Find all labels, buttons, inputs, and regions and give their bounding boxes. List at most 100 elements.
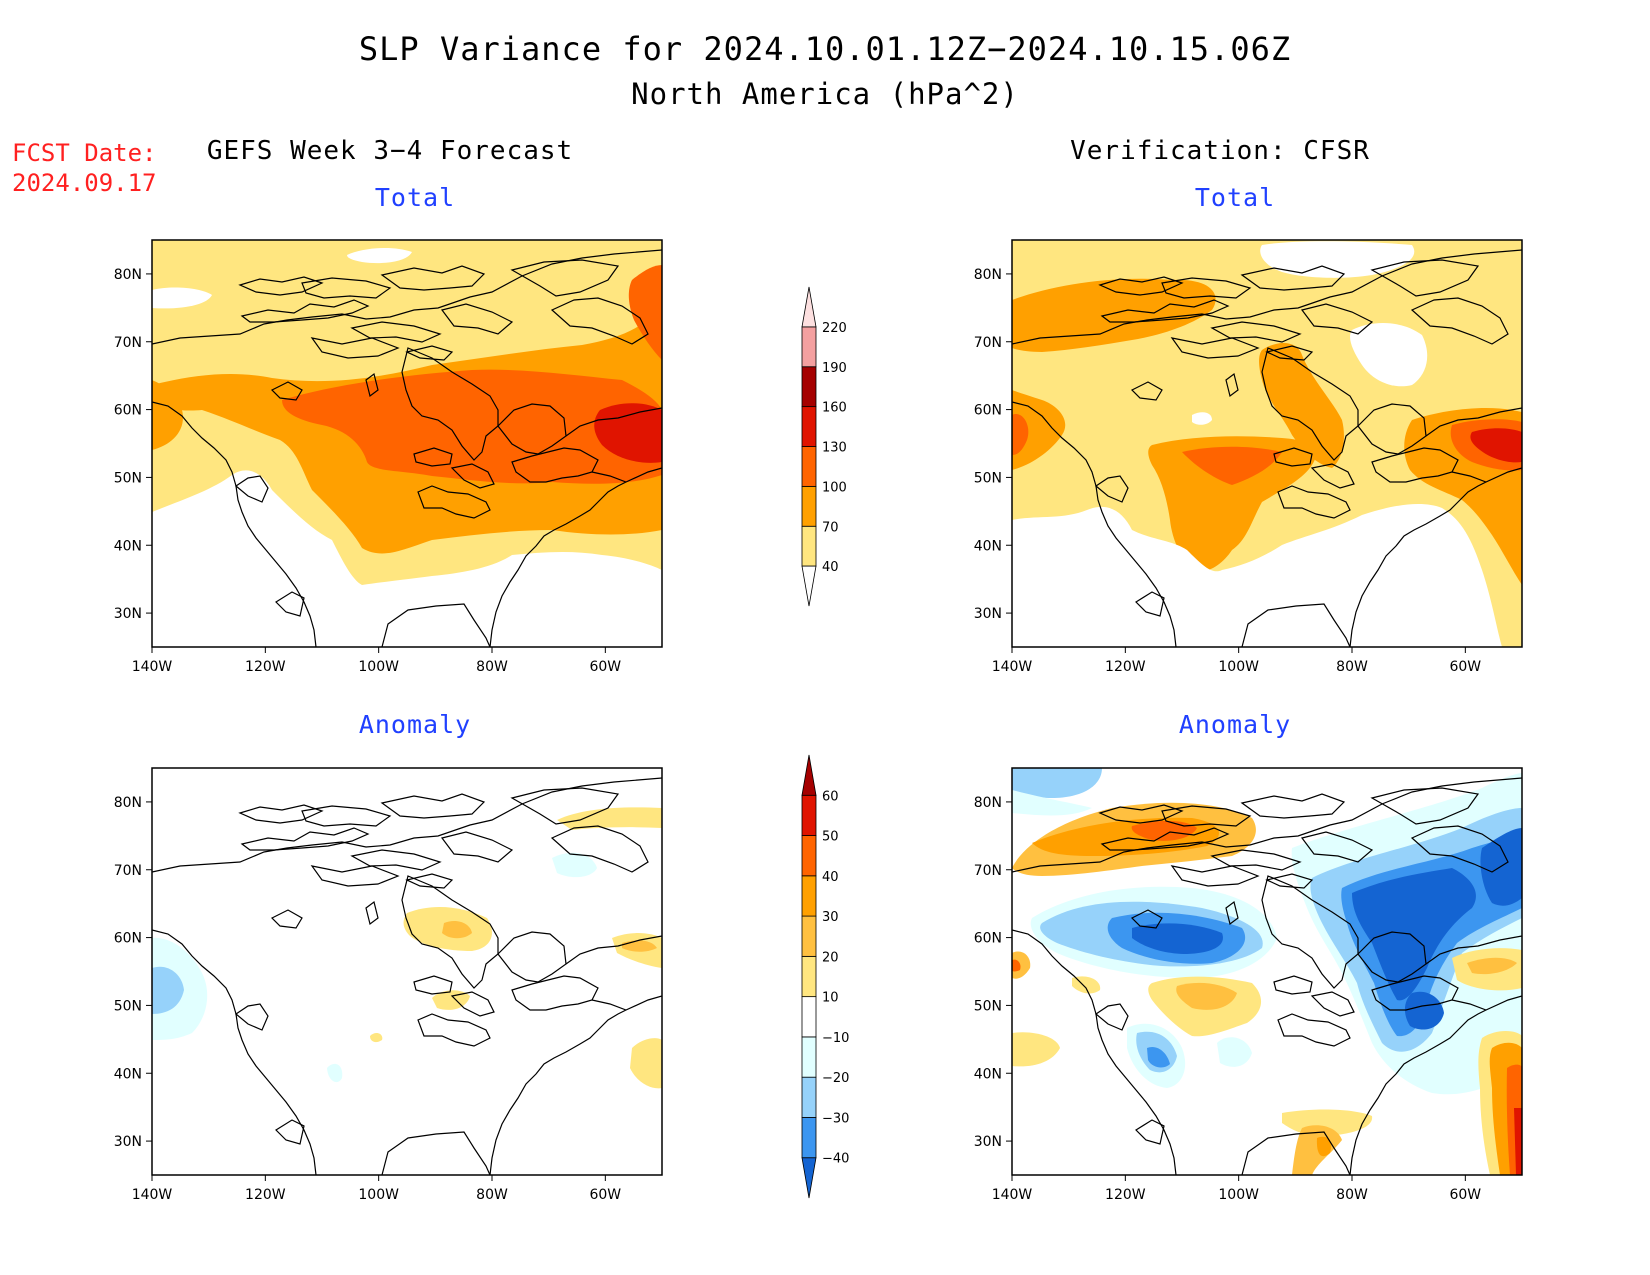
- lat-tick-label: 60N: [114, 931, 142, 947]
- colorbar-total-low-end: [801, 565, 817, 607]
- lat-tick-label: 80N: [974, 267, 1002, 283]
- colorbar-total: 40 70 100 130 160 190 220: [801, 286, 847, 607]
- colorbar-anomaly-label: 60: [822, 789, 839, 804]
- lat-tick-label: 60N: [974, 403, 1002, 419]
- colorbar-anomaly-swatch: [801, 835, 817, 877]
- figure-subtitle: North America (hPa^2): [631, 77, 1019, 111]
- lat-tick-label: 30N: [114, 606, 142, 622]
- colorbar-total-swatch: [801, 446, 817, 487]
- colorbar-total-label: 220: [822, 321, 847, 336]
- colorbar-total-label: 130: [822, 441, 847, 456]
- colorbar-anomaly-label: 40: [822, 870, 839, 885]
- lat-tick-label: 50N: [114, 470, 142, 486]
- lat-tick-label: 80N: [974, 795, 1002, 811]
- lat-tick-label: 70N: [974, 335, 1002, 351]
- lon-tick-label: 120W: [245, 1187, 286, 1203]
- colorbar-anomaly-swatch: [801, 955, 817, 998]
- colorbar-total-swatch: [801, 525, 817, 567]
- figure-title: SLP Variance for 2024.10.01.12Z−2024.10.…: [358, 30, 1292, 68]
- colorbar-total-swatch: [801, 326, 817, 368]
- lat-tick-label: 60N: [974, 931, 1002, 947]
- colorbar-anomaly-label: −30: [822, 1111, 849, 1126]
- lon-tick-label: 140W: [132, 1187, 173, 1203]
- lat-tick-label: 70N: [114, 335, 142, 351]
- forecast-anomaly-title: Anomaly: [358, 710, 472, 739]
- colorbar-anomaly-swatch: [801, 754, 817, 796]
- colorbar-total-swatch: [801, 485, 817, 527]
- colorbar-anomaly-swatch: [801, 875, 817, 917]
- colorbar-total-label: 40: [822, 560, 839, 575]
- lon-tick-label: 120W: [245, 659, 286, 675]
- lon-tick-label: 80W: [1336, 1187, 1368, 1203]
- lat-tick-label: 70N: [974, 863, 1002, 879]
- colorbar-anomaly-label: −10: [822, 1031, 849, 1046]
- colorbar-anomaly-swatch: [801, 794, 817, 836]
- lon-tick-label: 60W: [1449, 1187, 1481, 1203]
- lat-tick-label: 70N: [114, 863, 142, 879]
- colorbar-anomaly-swatch: [801, 1117, 817, 1159]
- lon-tick-label: 60W: [589, 659, 621, 675]
- colorbar-anomaly-swatch: [801, 1036, 817, 1078]
- verification-anomaly-title: Anomaly: [1178, 710, 1292, 739]
- lon-tick-label: 60W: [1449, 659, 1481, 675]
- lon-tick-label: 140W: [132, 659, 173, 675]
- lon-tick-label: 80W: [476, 659, 508, 675]
- lat-tick-label: 80N: [114, 795, 142, 811]
- colorbar-anomaly-label: 10: [822, 991, 839, 1006]
- colorbar-anomaly-label: 20: [822, 950, 839, 965]
- lon-tick-label: 100W: [358, 1187, 399, 1203]
- lon-tick-label: 120W: [1105, 1187, 1146, 1203]
- lon-tick-label: 140W: [992, 1187, 1033, 1203]
- colorbar-anomaly-label: 30: [822, 910, 839, 925]
- colorbar-anomaly-label: −20: [822, 1071, 849, 1086]
- lon-tick-label: 80W: [476, 1187, 508, 1203]
- forecast-anomaly-field: [152, 768, 662, 1175]
- verification-total-title: Total: [1194, 183, 1276, 212]
- verification-total-frame: [1011, 239, 1523, 648]
- forecast-total-field: [152, 240, 662, 647]
- colorbar-total-label: 190: [822, 361, 847, 376]
- forecast-total-frame: [151, 239, 663, 648]
- lon-tick-label: 100W: [358, 659, 399, 675]
- colorbar-anomaly-label: −40: [822, 1152, 849, 1167]
- lat-tick-label: 60N: [114, 403, 142, 419]
- forecast-column-title: GEFS Week 3−4 Forecast: [206, 136, 574, 166]
- forecast-date-block: FCST Date: 2024.09.17: [12, 138, 157, 198]
- colorbar-total-swatch: [801, 406, 817, 447]
- forecast-date-value: 2024.09.17: [12, 169, 157, 197]
- lon-tick-label: 100W: [1218, 659, 1259, 675]
- colorbar-anomaly-swatch: [801, 1157, 817, 1199]
- verification-anomaly-frame: [1011, 767, 1523, 1176]
- lat-tick-label: 50N: [114, 998, 142, 1014]
- forecast-date-label: FCST Date:: [12, 139, 157, 167]
- lon-tick-label: 140W: [992, 659, 1033, 675]
- lat-tick-label: 40N: [114, 538, 142, 554]
- colorbar-total-label: 160: [822, 401, 847, 416]
- colorbar-anomaly-swatch: [801, 915, 817, 957]
- forecast-anomaly-frame: [151, 767, 663, 1176]
- lat-tick-label: 30N: [974, 606, 1002, 622]
- lat-tick-label: 80N: [114, 267, 142, 283]
- lat-tick-label: 30N: [114, 1134, 142, 1150]
- colorbar-anomaly: −40 −30 −20 −10 10 20 30 40 50 60: [801, 754, 849, 1199]
- lat-tick-label: 40N: [114, 1066, 142, 1082]
- colorbar-total-label: 100: [822, 480, 847, 495]
- lon-tick-label: 60W: [589, 1187, 621, 1203]
- verification-anomaly-field: [1012, 768, 1522, 1175]
- verification-column-title: Verification: CFSR: [1070, 136, 1370, 166]
- axis-layer: 80N 70N 60N 50N 40N 30N 140W 120W 100W 80W 60W 80N 7…: [114, 267, 1482, 1203]
- colorbar-anomaly-swatch: [801, 1076, 817, 1118]
- lat-tick-label: 50N: [974, 470, 1002, 486]
- colorbar-anomaly-label: 50: [822, 830, 839, 845]
- lon-tick-label: 100W: [1218, 1187, 1259, 1203]
- colorbar-anomaly-swatch: [801, 996, 817, 1038]
- lat-tick-label: 30N: [974, 1134, 1002, 1150]
- lat-tick-label: 40N: [974, 538, 1002, 554]
- verification-total-field: [1012, 240, 1522, 647]
- colorbar-total-swatch: [801, 286, 817, 328]
- forecast-total-title: Total: [374, 183, 456, 212]
- colorbar-total-swatch: [801, 366, 817, 408]
- lat-tick-label: 40N: [974, 1066, 1002, 1082]
- lon-tick-label: 80W: [1336, 659, 1368, 675]
